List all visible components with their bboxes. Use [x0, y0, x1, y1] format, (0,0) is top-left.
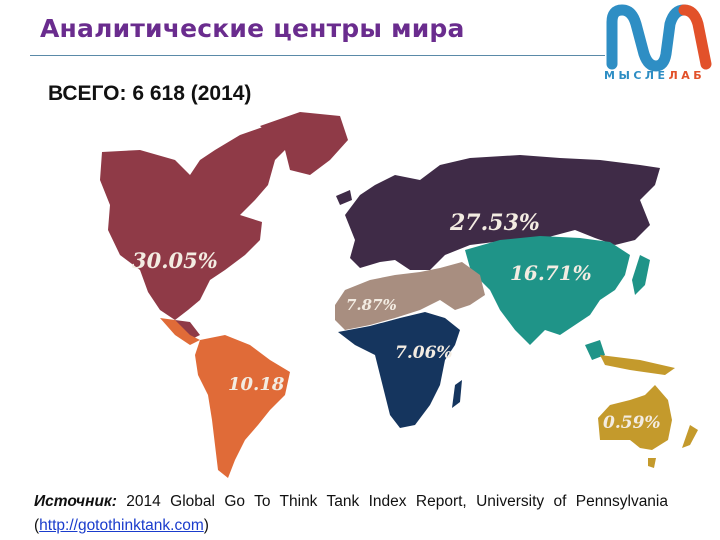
- world-map: 30.05% 27.53% 16.71% 10.18 7.87% 7.06% 0…: [100, 112, 698, 478]
- label-sub-saharan-africa: 7.06%: [395, 343, 453, 363]
- region-north-america: [100, 112, 348, 340]
- total-count: ВСЕГО: 6 618 (2014): [48, 82, 252, 105]
- label-mena: 7.87%: [346, 296, 397, 314]
- source-text: 2014 Global Go To Think Tank Index Repor…: [34, 493, 668, 534]
- region-mena: [335, 262, 485, 330]
- region-sub-saharan-africa: [338, 312, 462, 428]
- mysle-lab-logo-icon: [606, 4, 712, 72]
- region-asia: [465, 236, 650, 360]
- region-europe: [336, 155, 660, 270]
- label-europe: 27.53%: [449, 210, 540, 236]
- source-citation: Источник: 2014 Global Go To Think Tank I…: [34, 493, 668, 534]
- label-oceania: 0.59%: [603, 413, 661, 433]
- source-label: Источник:: [34, 493, 117, 510]
- page-title: Аналитические центры мира: [40, 14, 465, 43]
- source-link[interactable]: http://gotothinktank.com: [39, 517, 204, 534]
- logo-wordmark: МЫСЛЕЛАБ: [604, 69, 706, 82]
- region-latin-america: [160, 318, 290, 478]
- title-divider: [30, 55, 605, 56]
- label-latin-america: 10.18: [228, 374, 285, 395]
- label-asia: 16.71%: [510, 261, 592, 285]
- label-north-america: 30.05%: [132, 248, 218, 273]
- region-oceania: [598, 355, 698, 468]
